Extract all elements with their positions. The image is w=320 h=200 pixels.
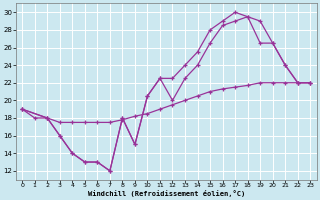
X-axis label: Windchill (Refroidissement éolien,°C): Windchill (Refroidissement éolien,°C) bbox=[88, 190, 245, 197]
